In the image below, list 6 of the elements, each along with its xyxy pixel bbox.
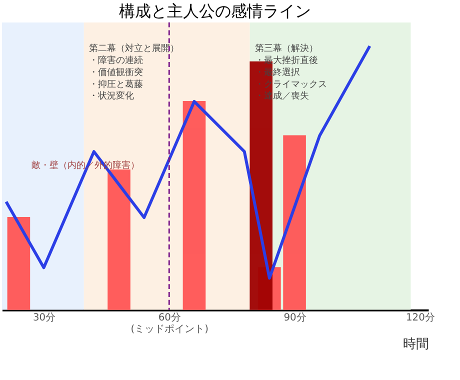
x-tick-label: 60分 (ミッドポイント) — [130, 311, 209, 336]
chart-title: 構成と主人公の感情ライン — [119, 2, 312, 21]
x-tick-label: 30分 — [32, 311, 56, 324]
x-tick-label: 120分 — [406, 311, 435, 324]
x-axis-title: 時間 — [402, 337, 429, 352]
x-tick-label: 90分 — [284, 311, 306, 324]
